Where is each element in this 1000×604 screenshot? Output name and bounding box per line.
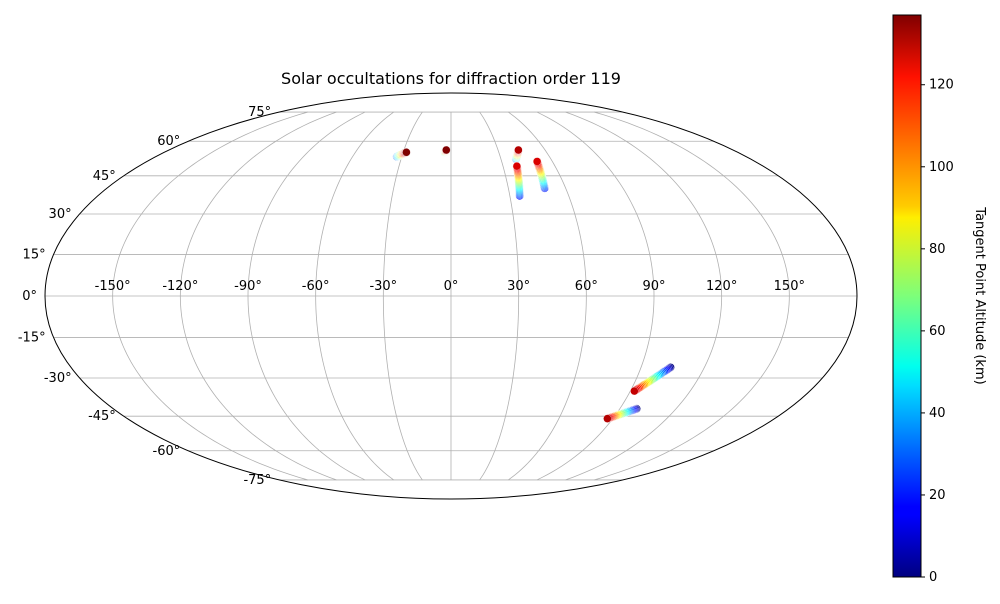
longitude-tick-label: -30° <box>369 279 397 294</box>
occultation-point <box>442 145 451 155</box>
longitude-tick-label: 30° <box>507 279 530 294</box>
grid-meridian <box>382 111 423 481</box>
longitude-tick-label: 90° <box>642 279 665 294</box>
colorbar-ticks: 0 20 40 60 80 100 120 <box>921 78 954 585</box>
grid-meridian <box>315 111 394 481</box>
colorbar-tick-label: 100 <box>929 160 954 175</box>
colorbar-label: Tangent Point Altitude (km) <box>972 206 987 384</box>
occultation-point <box>402 148 411 157</box>
occultation-point <box>532 157 542 166</box>
colorbar-tick-label: 120 <box>929 78 954 93</box>
occultation-points <box>392 145 675 423</box>
colorbar-tick-label: 0 <box>929 570 937 585</box>
longitude-tick-labels: -150° -120° -90° -60° -30° 0° 30° 60° 90° 120° 150… <box>95 279 805 294</box>
grid-meridian <box>565 111 723 481</box>
latitude-tick-label: 45° <box>93 169 116 184</box>
map-boundary <box>44 92 858 500</box>
latitude-tick-label: -30° <box>44 371 72 386</box>
colorbar-tick-label: 80 <box>929 242 946 257</box>
longitude-tick-label: 0° <box>444 279 459 294</box>
latitude-tick-label: 60° <box>157 134 180 149</box>
latitude-tick-label: 0° <box>22 289 37 304</box>
colorbar-gradient <box>892 14 922 578</box>
latitude-tick-label: 75° <box>248 105 271 120</box>
longitude-tick-label: -90° <box>234 279 262 294</box>
grid-meridian <box>479 111 520 481</box>
chart-title: Solar occultations for diffraction order… <box>281 69 621 88</box>
grid-meridian <box>247 111 366 481</box>
longitude-tick-label: 150° <box>774 279 805 294</box>
grid-meridian <box>594 111 790 481</box>
colorbar-tick-label: 20 <box>929 488 946 503</box>
colorbar: 0 20 40 60 80 100 120 Tangent Point Altitude (… <box>892 14 987 585</box>
grid-meridian <box>508 111 587 481</box>
occultation-point <box>630 386 639 396</box>
graticule <box>45 111 857 481</box>
latitude-tick-label: -75° <box>243 473 271 488</box>
colorbar-tick-label: 60 <box>929 324 946 339</box>
occultation-point <box>603 414 612 423</box>
latitude-tick-labels: -75° -60° -45° -30° -15° 0° 15° 30° 45° 60° 75° <box>18 105 271 488</box>
occultation-point <box>512 161 522 171</box>
latitude-tick-label: -60° <box>153 444 181 459</box>
colorbar-tick-label: 40 <box>929 406 946 421</box>
grid-meridian <box>179 111 337 481</box>
grid-meridian <box>536 111 655 481</box>
latitude-tick-label: 15° <box>23 247 46 262</box>
longitude-tick-label: -60° <box>302 279 330 294</box>
grid-meridian <box>112 111 308 481</box>
longitude-tick-label: -150° <box>95 279 131 294</box>
longitude-tick-label: -120° <box>162 279 198 294</box>
longitude-tick-label: 60° <box>575 279 598 294</box>
latitude-tick-label: -15° <box>18 331 46 346</box>
latitude-tick-label: -45° <box>88 409 116 424</box>
longitude-tick-label: 120° <box>706 279 737 294</box>
latitude-tick-label: 30° <box>49 207 72 222</box>
occultation-point <box>514 145 523 155</box>
